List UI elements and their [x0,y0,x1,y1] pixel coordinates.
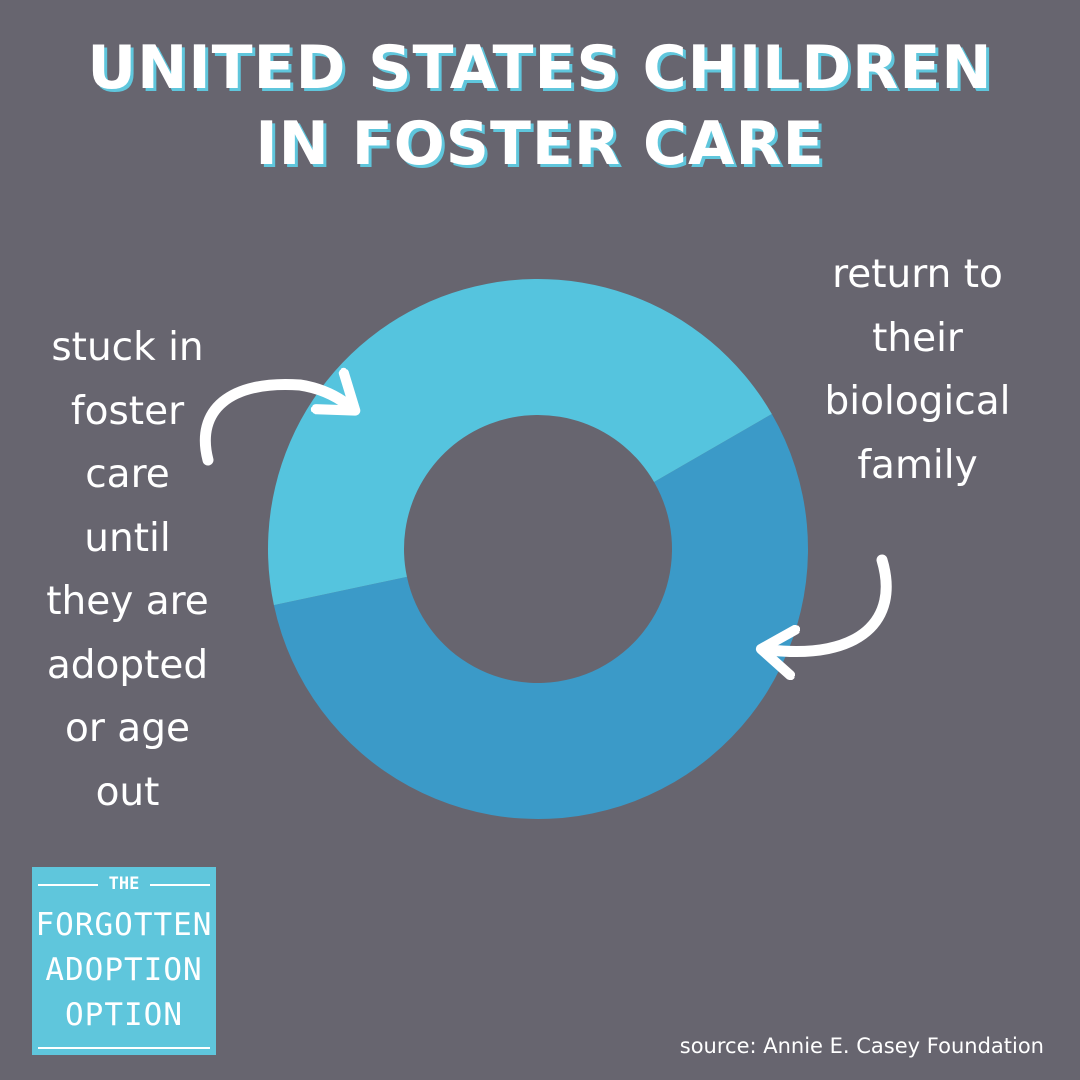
left-label-line-8: out [95,769,160,815]
logo-the: THE [108,874,140,894]
title-line-1: UNITED STATES CHILDREN [87,33,993,103]
right-arrow-icon [770,554,892,652]
source-citation: source: Annie E. Casey Foundation [679,1034,1044,1058]
donut-slice-1 [273,414,809,820]
right-label-line-1: return to [832,252,1003,297]
infographic-title: UNITED STATES CHILDREN IN FOSTER CARE [0,30,1080,182]
label-return-to-family: return to their biological family [800,243,1035,497]
left-label-line-2: foster [70,388,185,434]
logo-word-forgotten: FORGOTTEN [35,907,213,943]
right-label-line-3: biological [824,379,1011,424]
logo-divider [150,884,210,886]
right-label-line-4: family [857,442,978,488]
title-line-2: IN FOSTER CARE [255,109,825,179]
left-label-line-4: until [84,515,171,561]
label-stuck-in-foster-care: stuck in foster care until they are adopted or… [20,316,235,824]
donut-slice-2 [268,279,772,606]
left-label-line-3: care [85,452,170,497]
left-label-line-7: or age [65,706,190,751]
left-arrow-icon [199,384,348,466]
logo-word-adoption: ADOPTION [45,952,203,988]
left-label-line-6: adopted [46,642,209,688]
forgotten-adoption-option-logo: THE FORGOTTEN ADOPTION OPTION [32,867,216,1055]
logo-divider [38,1047,210,1049]
right-label-line-2: their [872,315,963,361]
logo-divider [38,884,98,886]
left-label-line-1: stuck in [51,325,204,370]
left-label-line-5: they are [46,579,209,624]
logo-word-option: OPTION [65,997,183,1033]
